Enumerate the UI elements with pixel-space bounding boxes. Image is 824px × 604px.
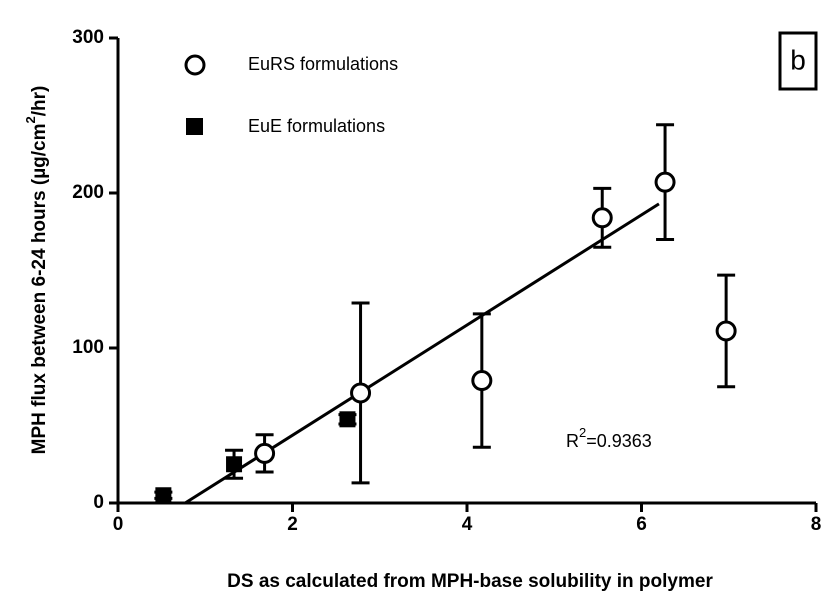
x-axis-label: DS as calculated from MPH-base solubilit… bbox=[227, 571, 713, 592]
y-tick-label: 0 bbox=[93, 492, 104, 513]
legend-marker bbox=[186, 118, 203, 135]
x-tick-label: 8 bbox=[811, 514, 822, 535]
annotation: R2=0.9363 bbox=[566, 425, 652, 450]
point bbox=[715, 320, 737, 342]
point bbox=[226, 456, 243, 473]
annotation-sup: 2 bbox=[579, 425, 586, 440]
annotation-rest: =0.9363 bbox=[586, 431, 652, 451]
x-tick-label: 2 bbox=[287, 514, 298, 535]
point bbox=[155, 487, 172, 504]
legend-label: EuE formulations bbox=[248, 116, 385, 136]
legend-marker bbox=[184, 54, 206, 76]
point bbox=[654, 171, 676, 193]
point bbox=[471, 370, 493, 392]
point bbox=[591, 207, 613, 229]
point bbox=[339, 411, 356, 428]
y-tick-label: 300 bbox=[72, 27, 104, 48]
x-tick-label: 4 bbox=[462, 514, 473, 535]
annotation-base: R bbox=[566, 431, 579, 451]
x-tick-label: 6 bbox=[636, 514, 647, 535]
y-axis-label: MPH flux between 6-24 hours (µg/cm2/hr) bbox=[23, 86, 50, 455]
panel-label: b bbox=[790, 44, 806, 75]
x-tick-label: 0 bbox=[113, 514, 124, 535]
y-label-sup: 2 bbox=[23, 116, 38, 123]
y-label-base: MPH flux between 6-24 hours (µg/cm bbox=[29, 124, 50, 455]
legend-label: EuRS formulations bbox=[248, 54, 398, 74]
panel-box bbox=[778, 31, 818, 91]
point bbox=[254, 442, 276, 464]
y-tick-label: 200 bbox=[72, 182, 104, 203]
y-tick-label: 100 bbox=[72, 337, 104, 358]
point bbox=[350, 382, 372, 404]
y-label-rest: /hr) bbox=[29, 86, 50, 117]
